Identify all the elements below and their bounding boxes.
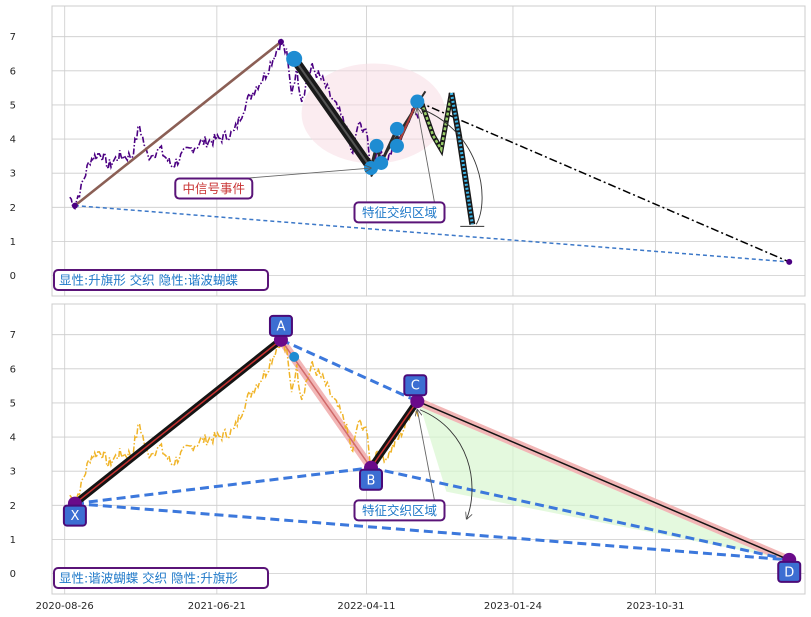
top-annotation-2-box	[353, 201, 446, 224]
highlight-zone	[301, 63, 446, 164]
end-point	[277, 38, 284, 45]
pattern-label-x: X	[70, 509, 79, 524]
pattern-label-a: A	[276, 319, 285, 334]
pattern-label-b: B	[367, 473, 376, 488]
pattern-label-box-d	[777, 560, 802, 583]
projection-curve	[419, 107, 483, 225]
x-tick-label: 2023-10-31	[626, 601, 684, 612]
x-tick-label: 2022-04-11	[337, 601, 395, 612]
pattern-label-box-a	[268, 314, 293, 337]
x-axis: 2020-08-26 2021-06-21 2022-04-11 2023-01-24…	[36, 601, 685, 612]
flag-pole-line	[74, 40, 282, 207]
top-annotation-2-arrow	[417, 108, 435, 203]
y-tick-label: 7	[10, 330, 16, 341]
plot-area-bottom	[51, 303, 806, 595]
y-tick-label: 0	[10, 271, 16, 282]
pattern-label-box-c	[403, 374, 428, 397]
top-annotation-2-text: 特征交织区域	[362, 205, 437, 220]
pivot-point	[369, 138, 384, 153]
leg-cd-line	[417, 400, 790, 561]
bottom-annotation-1-arrow	[417, 410, 435, 501]
pivot-point	[410, 94, 425, 109]
y-tick-label: 6	[10, 364, 16, 375]
y-tick-label: 5	[10, 100, 16, 111]
top-annotation-1-box	[174, 177, 254, 200]
pattern-dashed-xd	[74, 502, 790, 562]
y-tick-label: 6	[10, 66, 16, 77]
pattern-label-box-b	[359, 468, 384, 491]
top-annotation-1-text: 中信号事件	[183, 181, 246, 196]
leg-bc-core	[370, 400, 418, 469]
y-tick-label: 0	[10, 569, 16, 580]
y-tick-label: 3	[10, 467, 16, 478]
price-series-line	[69, 336, 420, 508]
end-point	[786, 258, 793, 265]
pivot-point	[389, 138, 404, 153]
plot-area-top	[51, 5, 806, 297]
flag-base-line	[74, 204, 790, 263]
pattern-label-c: C	[411, 379, 420, 394]
pattern-dashed-ac	[280, 338, 418, 403]
projection-zigzag-fill	[418, 92, 453, 153]
flag-body-highlight	[293, 58, 372, 169]
pivot-point	[289, 351, 300, 362]
y-tick-label: 5	[10, 398, 16, 409]
top-legend-text: 显性:升旗形 交织 隐性:谐波蝴蝶	[59, 273, 238, 288]
pattern-label-d: D	[784, 565, 794, 580]
end-point	[71, 202, 78, 209]
y-tick-label: 7	[10, 32, 16, 43]
top-annotation-1-arrow	[242, 168, 371, 179]
x-tick-label: 2020-08-26	[36, 601, 94, 612]
flag-inner-red	[396, 101, 419, 147]
y-tick-label: 4	[10, 433, 16, 444]
bottom-legend-box	[53, 567, 269, 589]
pattern-label-box-x	[62, 504, 87, 527]
pivot-point	[389, 121, 404, 136]
bottom-annotation-1-text: 特征交织区域	[362, 503, 437, 518]
y-tick-label: 1	[10, 237, 16, 248]
top-legend-box	[53, 269, 269, 291]
pivot-point	[286, 50, 303, 67]
y-tick-label: 4	[10, 135, 16, 146]
bottom-legend-text: 显性:谐波蝴蝶 交织 隐性:升旗形	[59, 571, 238, 586]
pattern-dashed-xb	[74, 466, 372, 506]
bottom-annotation-1-box	[353, 499, 446, 522]
leg-xa-core	[74, 339, 282, 505]
x-tick-label: 2023-01-24	[484, 601, 542, 612]
y-tick-label: 2	[10, 203, 16, 214]
pattern-dashed-bd	[370, 466, 790, 562]
y-tick-label: 1	[10, 535, 16, 546]
pivot-point	[374, 155, 389, 170]
pattern-point-c	[410, 394, 425, 409]
y-tick-label: 3	[10, 169, 16, 180]
y-tick-label: 2	[10, 501, 16, 512]
projection-line	[417, 100, 790, 263]
x-tick-label: 2021-06-21	[188, 601, 246, 612]
price-series-line	[69, 38, 420, 210]
projection-curve	[419, 409, 473, 519]
